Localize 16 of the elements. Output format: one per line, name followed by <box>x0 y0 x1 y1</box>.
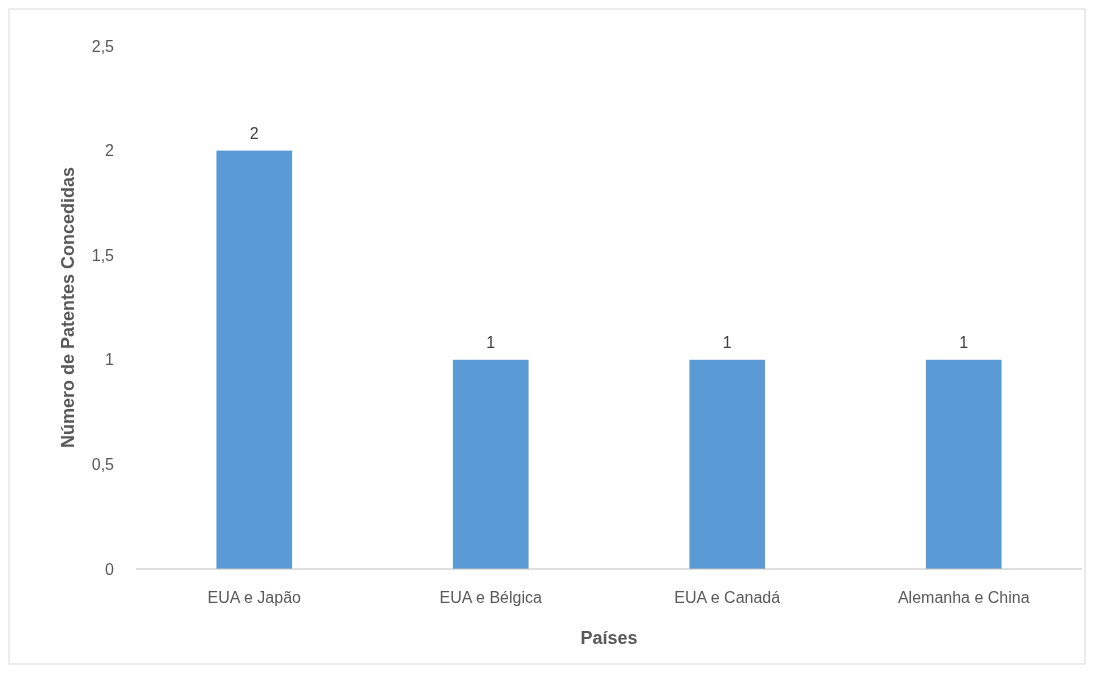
y-tick-label: 0 <box>105 560 115 578</box>
x-tick-label: EUA e Bélgica <box>439 589 542 606</box>
y-tick-label: 0,5 <box>91 456 115 473</box>
x-axis-title: Países <box>580 628 638 648</box>
y-tick-label: 2,5 <box>91 37 115 55</box>
data-label: 1 <box>486 333 496 351</box>
x-tick-label: Alemanha e China <box>897 589 1030 606</box>
data-label: 1 <box>959 333 969 351</box>
y-tick-label: 1 <box>105 351 115 369</box>
y-tick-label: 2 <box>105 142 115 160</box>
x-tick-label: EUA e Japão <box>207 589 302 606</box>
data-label: 1 <box>722 333 732 351</box>
x-tick-label: EUA e Canadá <box>674 589 781 606</box>
y-axis-title: Número de Patentes Concedidas <box>58 166 78 449</box>
data-label: 2 <box>249 124 259 142</box>
y-tick-label: 1,5 <box>91 246 115 264</box>
